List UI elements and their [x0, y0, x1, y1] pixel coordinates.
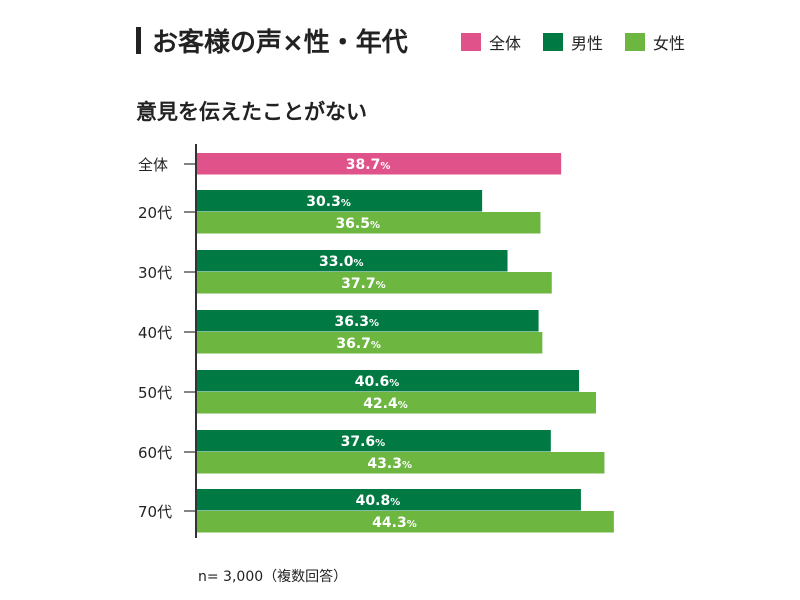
data-label: 30.3% [306, 194, 351, 210]
bar-male [197, 489, 581, 511]
bar-male [197, 190, 483, 212]
bar-female [197, 212, 541, 234]
chart-subtitle: 意見を伝えたことがない [136, 100, 367, 124]
legend-swatch-total [461, 33, 481, 51]
bar-female [197, 511, 614, 533]
data-label: 42.4% [363, 396, 408, 412]
y-tick-label: 20代 [138, 204, 172, 222]
legend-label-male: 男性 [571, 34, 604, 53]
data-label: 36.3% [335, 314, 380, 330]
legend-label-total: 全体 [489, 34, 522, 53]
bar-female [197, 392, 596, 414]
bar-male [197, 310, 539, 332]
legend-swatch-male [543, 33, 564, 51]
data-label: 33.0% [319, 254, 364, 270]
sample-size-note: n= 3,000（複数回答） [198, 569, 348, 585]
data-label: 36.7% [336, 336, 381, 352]
data-label: 44.3% [372, 515, 417, 531]
y-tick-label: 50代 [138, 384, 172, 402]
data-label: 40.8% [356, 493, 401, 509]
y-tick-label: 30代 [138, 264, 172, 282]
bar-total [197, 153, 562, 175]
y-tick-label: 70代 [138, 503, 172, 521]
bar-female [197, 452, 605, 474]
data-label: 43.3% [367, 456, 412, 472]
data-label: 37.7% [341, 276, 386, 292]
data-label: 38.7% [346, 157, 391, 173]
legend-label-female: 女性 [653, 34, 686, 53]
title-accent-bar [136, 27, 141, 54]
legend-swatch-female [625, 33, 646, 51]
y-tick-label: 40代 [138, 324, 172, 342]
data-label: 37.6% [341, 434, 386, 450]
data-label: 40.6% [355, 374, 400, 390]
legend-item-total: 全体 [461, 30, 521, 54]
data-label: 36.5% [335, 216, 380, 232]
legend: 全体 男性 女性 [461, 30, 707, 54]
bar-male [197, 370, 580, 392]
bar-female [197, 332, 543, 354]
legend-item-female: 女性 [625, 30, 685, 54]
bar-male [197, 250, 508, 272]
chart-title: お客様の声×性・年代 [152, 28, 408, 58]
y-tick-label: 60代 [138, 444, 172, 462]
bar-male [197, 430, 551, 452]
bar-female [197, 272, 552, 294]
y-tick-label: 全体 [138, 156, 168, 174]
legend-item-male: 男性 [543, 30, 603, 54]
